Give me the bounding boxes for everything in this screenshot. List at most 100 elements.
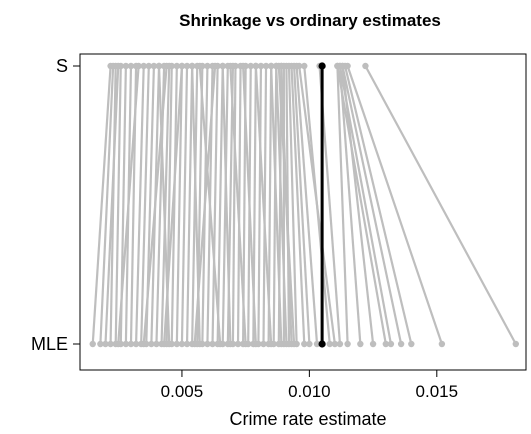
point-mle <box>397 340 405 348</box>
series-line <box>336 65 349 345</box>
series-line <box>180 65 189 345</box>
point-s <box>362 62 369 70</box>
x-axis: 0.005 0.010 0.015 <box>161 370 458 401</box>
point-mle <box>227 340 234 348</box>
point-mle <box>183 340 191 348</box>
point-mle <box>283 340 290 348</box>
point-s <box>247 62 254 70</box>
point-s <box>173 62 181 70</box>
point-mle <box>166 340 173 348</box>
point-s <box>145 62 153 70</box>
series-line <box>99 65 115 345</box>
point-mle <box>89 340 96 348</box>
point-mle <box>267 340 275 348</box>
point-mle <box>148 340 155 348</box>
point-mle <box>326 340 333 348</box>
point-mle <box>313 340 321 348</box>
x-tick-label: 0.015 <box>416 382 459 401</box>
point-mle <box>331 340 339 348</box>
series-line <box>346 65 443 345</box>
series-line <box>229 65 247 345</box>
point-mle <box>344 340 351 348</box>
series-line <box>295 65 319 345</box>
background-series-group <box>89 62 520 348</box>
series-line <box>160 65 171 345</box>
point-mle <box>160 340 168 348</box>
point-s <box>183 62 191 70</box>
point-mle <box>140 340 147 348</box>
series-line <box>364 65 517 345</box>
point-mle <box>196 340 203 348</box>
series-line <box>91 65 112 345</box>
point-mle <box>306 340 313 348</box>
point-s <box>196 62 203 70</box>
point-mle <box>102 340 109 348</box>
point-mle <box>127 340 135 348</box>
series-line <box>287 65 298 345</box>
series-line <box>104 65 120 345</box>
series-line <box>272 65 278 345</box>
point-mle <box>107 340 114 348</box>
series-line <box>270 65 283 345</box>
point-mle <box>438 340 446 348</box>
series-line <box>134 65 145 345</box>
series-line <box>117 65 140 345</box>
point-s <box>135 62 142 70</box>
series-line <box>211 65 219 345</box>
point-s <box>168 62 175 70</box>
series-line <box>185 65 194 345</box>
point-s <box>301 62 308 70</box>
point-mle <box>153 340 160 348</box>
point-s <box>140 62 147 70</box>
highlight-point-mle <box>318 340 326 348</box>
y-axis-category-labels: S MLE <box>31 56 80 354</box>
series-line <box>262 65 268 345</box>
series-line <box>254 65 273 345</box>
point-s <box>127 62 135 70</box>
series-line <box>343 65 413 345</box>
point-mle <box>204 340 211 348</box>
point-s <box>178 62 186 70</box>
series-line <box>338 65 362 345</box>
plot-area-frame <box>79 53 527 371</box>
point-s <box>295 62 303 70</box>
point-s <box>117 62 124 70</box>
point-mle <box>115 340 122 348</box>
series-line <box>221 65 229 345</box>
point-mle <box>288 340 295 348</box>
point-s <box>273 62 280 70</box>
point-s <box>122 62 130 70</box>
series-line <box>280 65 293 345</box>
point-mle <box>173 340 181 348</box>
x-tick-label: 0.010 <box>288 382 331 401</box>
point-s <box>239 62 247 70</box>
series-line <box>198 65 222 345</box>
point-s <box>150 62 158 70</box>
series-line <box>170 65 178 345</box>
point-mle <box>191 340 198 348</box>
series-line <box>341 65 403 345</box>
point-mle <box>132 340 140 348</box>
series-line <box>163 65 184 345</box>
point-mle <box>408 340 415 348</box>
point-s <box>344 62 351 70</box>
series-line <box>191 65 199 345</box>
series-line <box>242 65 257 345</box>
series-line <box>216 65 224 345</box>
series-line <box>109 65 117 345</box>
series-line <box>338 65 393 345</box>
point-s <box>155 62 163 70</box>
chart-title: Shrinkage vs ordinary estimates <box>179 11 441 30</box>
point-s <box>262 62 270 70</box>
point-mle <box>301 340 308 348</box>
point-s <box>252 62 260 70</box>
series-line <box>231 65 237 345</box>
point-s <box>211 62 219 70</box>
series-line <box>191 65 201 345</box>
point-mle <box>242 340 249 348</box>
point-mle <box>122 340 130 348</box>
point-mle <box>512 340 520 348</box>
series-line <box>285 65 291 345</box>
point-s <box>267 62 275 70</box>
